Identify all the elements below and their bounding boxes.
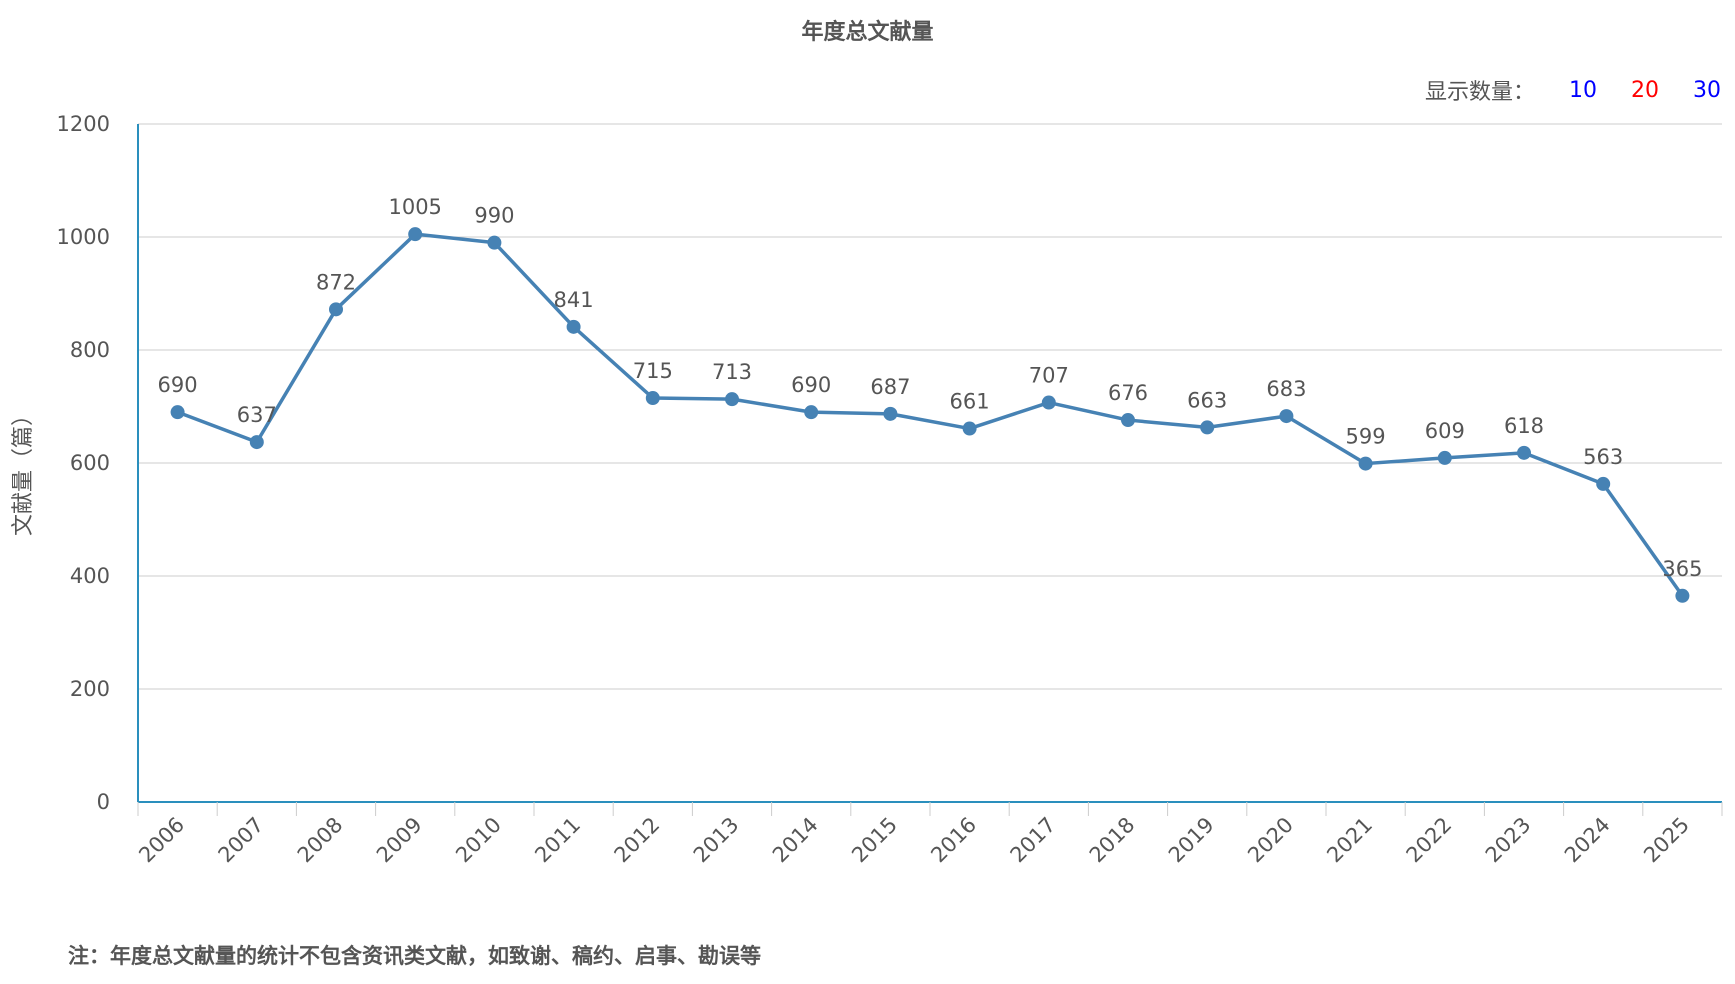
data-label: 690: [158, 373, 198, 397]
data-label: 841: [554, 288, 594, 312]
data-point[interactable]: [1675, 588, 1690, 603]
x-tick-label: 2007: [214, 813, 269, 868]
data-label: 663: [1187, 388, 1227, 412]
data-label: 676: [1108, 381, 1148, 405]
data-point[interactable]: [249, 435, 264, 450]
data-points: [170, 227, 1690, 603]
x-tick-label: 2022: [1402, 813, 1457, 868]
data-label: 713: [712, 360, 752, 384]
x-tick-label: 2023: [1481, 813, 1536, 868]
x-tick-label: 2024: [1560, 813, 1615, 868]
data-point[interactable]: [883, 406, 898, 421]
data-point[interactable]: [1437, 450, 1452, 465]
x-tick-label: 2021: [1322, 813, 1377, 868]
data-label: 1005: [388, 195, 441, 219]
display-count-selector: 显示数量： 10 20 30: [1425, 74, 1721, 106]
data-point[interactable]: [804, 405, 819, 420]
data-point[interactable]: [1596, 476, 1611, 491]
x-tick-label: 2011: [530, 813, 585, 868]
data-labels: 690 637 872 1005 990 841 715 713 690 687 661 707 676…: [158, 195, 1703, 581]
footnote: 注：年度总文献量的统计不包含资讯类文献，如致谢、稿约、启事、勘误等: [68, 944, 761, 968]
data-point[interactable]: [1358, 456, 1373, 471]
y-tick-label: 600: [70, 451, 110, 475]
data-point[interactable]: [329, 302, 343, 317]
y-tick-label: 0: [97, 790, 110, 814]
data-label: 599: [1346, 425, 1386, 449]
x-tick-label: 2013: [689, 813, 744, 868]
data-label: 990: [474, 204, 514, 228]
x-axis-ticks: 2006 2007 2008 2009 2010 2011 2012 2013 2014 2015…: [134, 802, 1723, 868]
data-point[interactable]: [1041, 395, 1056, 410]
data-point[interactable]: [487, 235, 502, 250]
x-tick-label: 2025: [1639, 813, 1694, 868]
data-label: 661: [950, 390, 990, 414]
data-label: 707: [1029, 364, 1069, 388]
data-point[interactable]: [1279, 409, 1294, 424]
data-point[interactable]: [645, 391, 660, 406]
y-axis-ticks: 0 200 400 600 800 1000 1200: [57, 112, 110, 814]
gridlines: [138, 123, 1722, 690]
y-axis-label: 文献量（篇）: [11, 404, 36, 536]
chart-title: 年度总文献量: [801, 20, 934, 45]
y-tick-label: 1000: [57, 225, 110, 249]
x-tick-label: 2019: [1164, 813, 1219, 868]
data-point[interactable]: [1517, 445, 1531, 460]
data-point[interactable]: [170, 405, 185, 420]
data-point[interactable]: [1121, 413, 1135, 428]
series-line: [176, 232, 1684, 597]
x-tick-label: 2012: [610, 813, 665, 868]
x-tick-label: 2009: [372, 813, 427, 868]
x-tick-label: 2018: [1085, 813, 1140, 868]
display-count-label: 显示数量：: [1424, 80, 1535, 105]
y-tick-label: 200: [70, 677, 110, 701]
series-line-path: [176, 232, 1684, 597]
data-point[interactable]: [408, 227, 423, 242]
display-count-option-20[interactable]: 20: [1631, 77, 1659, 103]
data-point[interactable]: [725, 392, 739, 407]
data-label: 687: [870, 375, 910, 399]
data-point[interactable]: [962, 421, 977, 436]
data-label: 609: [1425, 419, 1465, 443]
data-point[interactable]: [1200, 420, 1215, 435]
x-tick-label: 2020: [1243, 813, 1298, 868]
data-label: 683: [1266, 377, 1306, 401]
x-tick-label: 2015: [847, 813, 902, 868]
y-tick-label: 400: [70, 564, 110, 588]
x-tick-label: 2016: [926, 813, 981, 868]
data-label: 365: [1662, 557, 1702, 581]
display-count-option-30[interactable]: 30: [1693, 77, 1721, 103]
x-tick-label: 2010: [451, 813, 506, 868]
data-label: 618: [1504, 414, 1544, 438]
display-count-option-10[interactable]: 10: [1569, 77, 1597, 103]
y-tick-label: 1200: [57, 112, 110, 136]
x-tick-label: 2014: [768, 813, 823, 868]
data-label: 715: [633, 359, 673, 383]
x-tick-label: 2006: [134, 813, 189, 868]
data-label: 872: [316, 270, 356, 294]
x-tick-label: 2017: [1006, 813, 1061, 868]
y-tick-label: 800: [70, 338, 110, 362]
data-label: 690: [791, 373, 831, 397]
data-point[interactable]: [566, 319, 581, 334]
x-tick-label: 2008: [293, 813, 348, 868]
data-label: 563: [1583, 445, 1623, 469]
data-label: 637: [237, 403, 277, 427]
